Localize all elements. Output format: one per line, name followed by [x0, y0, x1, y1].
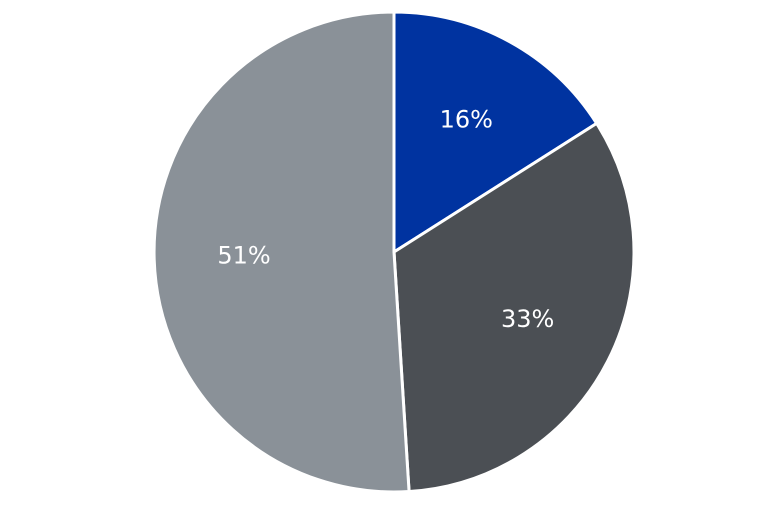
slice-label-1: 16%	[440, 106, 493, 134]
slice-label-2: 33%	[501, 305, 554, 333]
slices-layer	[152, 10, 636, 494]
pie-slice-3	[152, 10, 411, 494]
labels-layer: 16% 33% 51%	[217, 106, 554, 334]
pie-slice-2	[392, 121, 636, 494]
pie-slice-1	[392, 10, 599, 254]
slice-label-3: 51%	[217, 242, 270, 270]
